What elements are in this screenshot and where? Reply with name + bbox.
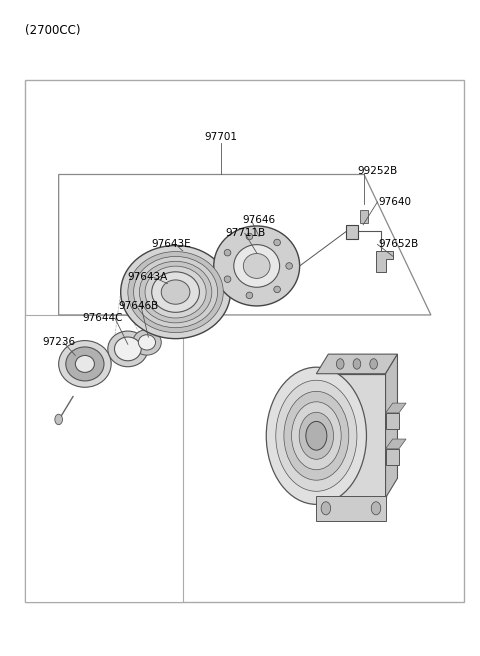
Ellipse shape xyxy=(115,337,141,361)
Text: 97644C: 97644C xyxy=(83,313,123,323)
Circle shape xyxy=(336,359,344,369)
Ellipse shape xyxy=(139,261,212,323)
Text: 99252B: 99252B xyxy=(357,166,397,176)
Circle shape xyxy=(306,421,327,450)
Text: 97643A: 97643A xyxy=(128,272,168,282)
Text: 97711B: 97711B xyxy=(226,228,266,238)
Ellipse shape xyxy=(75,356,95,373)
Ellipse shape xyxy=(133,256,217,328)
Circle shape xyxy=(321,502,331,515)
Polygon shape xyxy=(316,354,397,374)
Bar xyxy=(316,374,385,498)
Circle shape xyxy=(266,367,366,504)
Circle shape xyxy=(299,412,334,459)
Ellipse shape xyxy=(246,234,253,240)
Ellipse shape xyxy=(145,266,206,318)
Circle shape xyxy=(284,392,349,480)
Text: 97640: 97640 xyxy=(378,197,411,207)
Bar xyxy=(25,315,183,602)
Text: 97701: 97701 xyxy=(204,132,238,142)
Circle shape xyxy=(276,380,357,491)
Text: 97646B: 97646B xyxy=(118,302,158,312)
Bar xyxy=(347,225,358,239)
Ellipse shape xyxy=(128,251,223,333)
Ellipse shape xyxy=(138,335,156,350)
Text: 97652B: 97652B xyxy=(378,239,419,249)
Circle shape xyxy=(370,359,377,369)
Ellipse shape xyxy=(224,276,231,283)
Text: 97646: 97646 xyxy=(242,215,276,225)
Ellipse shape xyxy=(108,331,148,367)
Polygon shape xyxy=(385,403,406,413)
Ellipse shape xyxy=(120,245,230,338)
Polygon shape xyxy=(385,354,397,498)
Text: 97236: 97236 xyxy=(42,337,75,348)
Ellipse shape xyxy=(161,280,190,304)
Circle shape xyxy=(353,359,361,369)
Ellipse shape xyxy=(214,226,300,306)
Circle shape xyxy=(371,502,381,515)
Ellipse shape xyxy=(234,245,280,287)
Bar xyxy=(385,449,399,465)
Ellipse shape xyxy=(274,286,280,293)
Ellipse shape xyxy=(59,340,111,387)
Bar xyxy=(385,413,399,429)
Text: 97643E: 97643E xyxy=(152,239,192,249)
Ellipse shape xyxy=(286,262,292,269)
Ellipse shape xyxy=(152,272,199,312)
Text: (2700CC): (2700CC) xyxy=(25,24,81,37)
Circle shape xyxy=(291,402,341,470)
Polygon shape xyxy=(385,439,406,449)
Ellipse shape xyxy=(224,249,231,256)
Circle shape xyxy=(55,414,62,424)
Ellipse shape xyxy=(66,347,104,381)
Polygon shape xyxy=(376,251,393,272)
Ellipse shape xyxy=(243,253,270,278)
Bar xyxy=(25,80,464,602)
Ellipse shape xyxy=(274,239,280,246)
Ellipse shape xyxy=(246,292,253,298)
Bar xyxy=(316,496,385,521)
Bar xyxy=(360,211,368,224)
Ellipse shape xyxy=(132,329,161,355)
